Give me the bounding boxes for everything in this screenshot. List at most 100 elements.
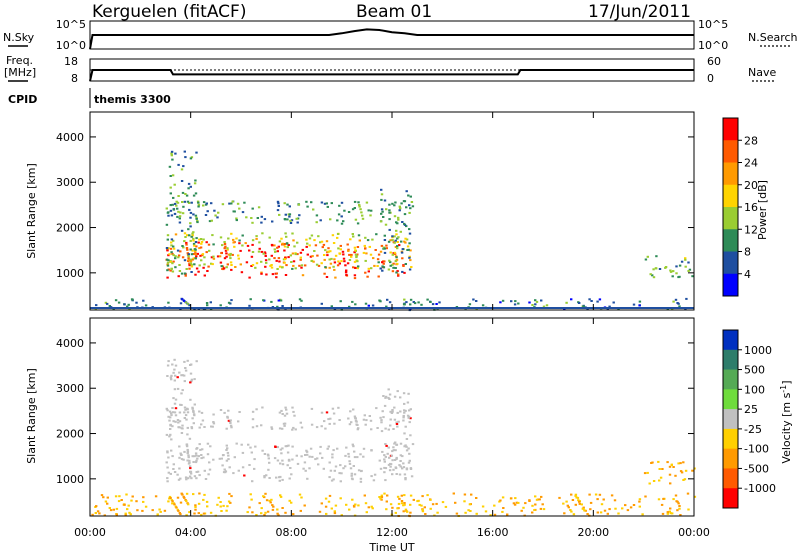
heatmap-cell <box>255 235 258 238</box>
heatmap-cell <box>260 260 263 263</box>
heatmap-cell <box>333 512 337 515</box>
heatmap-cell <box>177 478 181 481</box>
heatmap-cell <box>292 239 295 242</box>
heatmap-cell <box>652 276 656 279</box>
heatmap-cell <box>281 478 284 481</box>
heatmap-cell <box>404 425 407 428</box>
heatmap-cell <box>365 419 368 422</box>
heatmap-cell <box>236 202 240 205</box>
heatmap-cell <box>687 261 690 264</box>
heatmap-cell <box>390 454 393 457</box>
heatmap-cell <box>126 305 129 308</box>
heatmap-cell <box>276 508 279 511</box>
heatmap-cell <box>166 364 170 367</box>
heatmap-cell <box>270 426 273 429</box>
heatmap-cell <box>299 256 302 259</box>
heatmap-cell <box>493 513 497 516</box>
heatmap-cell <box>229 424 233 427</box>
heatmap-cell <box>574 494 577 497</box>
heatmap-cell <box>296 221 299 224</box>
heatmap-cell <box>334 504 338 507</box>
heatmap-cell <box>351 208 355 211</box>
heatmap-cell <box>624 504 627 507</box>
heatmap-cell <box>166 477 169 480</box>
heatmap-cell <box>391 202 394 205</box>
heatmap-cell <box>126 508 129 511</box>
heatmap-cell <box>353 200 357 203</box>
heatmap-cell <box>226 447 229 450</box>
heatmap-cell <box>510 300 513 303</box>
heatmap-cell <box>371 507 374 510</box>
heatmap-cell <box>407 194 410 197</box>
heatmap-cell <box>220 457 223 460</box>
heatmap-cell <box>374 249 377 251</box>
heatmap-cell <box>338 472 341 475</box>
heatmap-cell <box>241 466 245 469</box>
heatmap-cell <box>211 425 214 428</box>
heatmap-cell <box>176 496 180 499</box>
heatmap-cell <box>187 477 190 480</box>
heatmap-cell <box>402 466 406 469</box>
heatmap-cell <box>405 449 409 452</box>
x-tick-label: 12:00 <box>376 526 408 539</box>
heatmap-cell <box>343 209 346 212</box>
heatmap-cell <box>693 495 697 498</box>
heatmap-cell <box>373 264 376 267</box>
heatmap-cell <box>403 432 406 435</box>
heatmap-cell <box>251 410 255 413</box>
heatmap-cell <box>170 244 173 247</box>
heatmap-cell <box>380 193 384 196</box>
heatmap-cell <box>95 505 98 508</box>
heatmap-cell <box>352 445 355 448</box>
heatmap-cell <box>239 249 242 252</box>
heatmap-cell <box>200 242 203 245</box>
heatmap-cell <box>191 455 194 458</box>
heatmap-cell <box>250 217 253 219</box>
heatmap-cell <box>168 495 172 498</box>
heatmap-cell <box>176 376 179 379</box>
heatmap-cell <box>333 422 336 425</box>
heatmap-cell <box>672 270 675 273</box>
heatmap-cell <box>98 512 101 515</box>
heatmap-cell <box>310 423 314 426</box>
heatmap-cell <box>354 253 358 256</box>
heatmap-cell <box>168 253 171 256</box>
heatmap-cell <box>383 454 386 457</box>
heatmap-cell <box>183 411 186 414</box>
heatmap-cell <box>380 419 383 422</box>
heatmap-cell <box>270 243 274 246</box>
heatmap-cell <box>407 461 411 464</box>
heatmap-cell <box>184 156 187 159</box>
heatmap-cell <box>194 273 197 276</box>
heatmap-cell <box>671 512 674 515</box>
heatmap-cell <box>357 234 361 237</box>
heatmap-cell <box>346 243 349 246</box>
heatmap-cell <box>186 411 190 414</box>
heatmap-cell <box>278 213 281 216</box>
heatmap-cell <box>189 216 192 219</box>
heatmap-cell <box>384 467 388 470</box>
heatmap-cell <box>417 499 420 502</box>
heatmap-cell <box>293 245 296 248</box>
heatmap-cell <box>103 514 106 517</box>
heatmap-cell <box>192 257 195 260</box>
heatmap-cell <box>342 220 345 223</box>
heatmap-cell <box>178 264 181 266</box>
heatmap-cell <box>353 415 357 418</box>
heatmap-cell <box>204 478 208 480</box>
heatmap-cell <box>186 426 189 429</box>
heatmap-cell <box>183 150 186 153</box>
heatmap-cell <box>393 418 397 421</box>
heatmap-cell <box>244 242 247 245</box>
heatmap-cell <box>395 229 398 232</box>
heatmap-cell <box>181 298 184 301</box>
heatmap-cell <box>249 493 252 496</box>
heatmap-cell <box>626 509 630 512</box>
heatmap-cell <box>586 308 589 311</box>
heatmap-cell <box>338 252 341 255</box>
heatmap-cell <box>411 205 415 208</box>
heatmap-cell <box>435 502 438 505</box>
heatmap-cell <box>319 219 322 222</box>
heatmap-cell <box>672 300 675 303</box>
heatmap-cell <box>436 511 439 514</box>
